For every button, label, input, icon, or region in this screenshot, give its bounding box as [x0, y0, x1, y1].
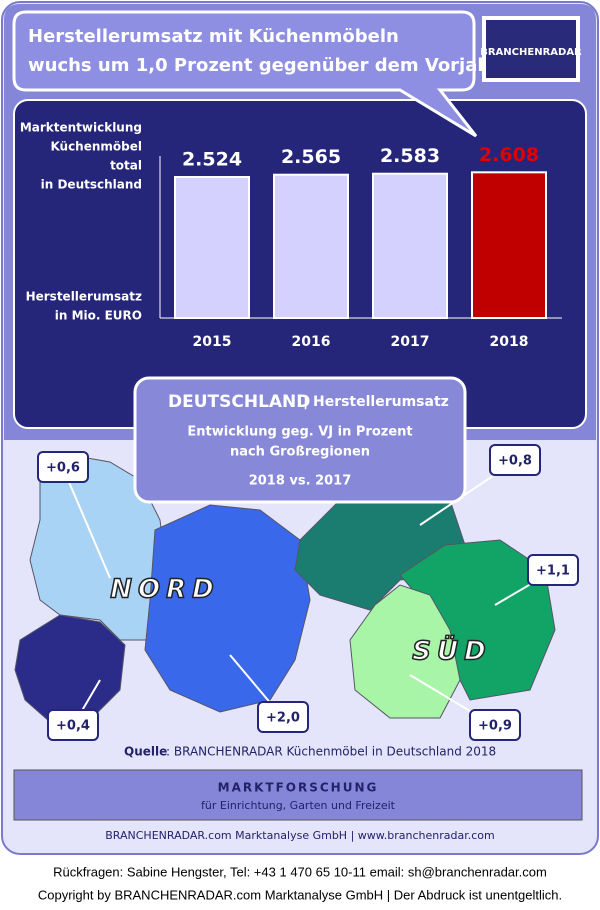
x-tick-label: 2018: [490, 334, 529, 350]
callout-box: [37, 451, 89, 483]
y-axis-label: in Mio. EURO: [55, 309, 142, 323]
map-title-suffix: | Herstellerumsatz: [303, 394, 449, 410]
callout: +0,4: [56, 719, 90, 734]
contact: Copyright by BRANCHENRADAR.com Marktanal…: [38, 887, 562, 902]
footer-title: MARKTFORSCHUNG: [218, 781, 379, 795]
bar: [372, 172, 448, 319]
x-tick-label: 2015: [193, 334, 232, 350]
speech-bubble: [12, 10, 478, 138]
contact: Rückfragen: Sabine Hengster, Tel: +43 1 …: [53, 864, 547, 879]
y-axis-label: total: [110, 159, 142, 173]
y-axis-label: Marktentwicklung: [20, 121, 142, 135]
value-label: 2.524: [182, 149, 242, 171]
bar-chart: Marktentwicklung Küchenmöbel total in Deuts…: [20, 121, 562, 350]
value-label: 2.608: [479, 144, 539, 166]
value-label: 2.565: [281, 146, 341, 168]
callout-line: [62, 467, 111, 579]
headline: Herstellerumsatz mit Küchenmöbeln: [28, 26, 399, 47]
callout: +2,0: [266, 711, 300, 726]
map-nrw: [14, 614, 126, 723]
callout-box: [489, 444, 541, 476]
logo: BRANCHENRADAR: [480, 47, 582, 58]
bar: [471, 171, 547, 319]
y-axis-label: Herstellerumsatz: [26, 290, 142, 304]
footer-box: [13, 769, 583, 821]
value-label: 2.583: [380, 145, 440, 167]
footer-company: BRANCHENRADAR.com Marktanalyse GmbH | ww…: [105, 829, 494, 842]
bar: [273, 173, 349, 319]
region-label: SÜD: [412, 634, 491, 667]
source: : BRANCHENRADAR Küchenmöbel in Deutschla…: [166, 745, 496, 759]
y-axis-label: in Deutschland: [41, 178, 142, 192]
callout: +0,8: [498, 454, 532, 469]
callout-box: [257, 701, 309, 733]
callout-box: [47, 709, 99, 741]
y-axis-label: Küchenmöbel: [50, 140, 142, 154]
source-label: Quelle: [124, 745, 167, 759]
footer-subtitle: für Einrichtung, Garten und Freizeit: [201, 799, 396, 812]
map-title: DEUTSCHLAND: [168, 392, 310, 412]
logo-bg: [486, 20, 576, 78]
x-tick-label: 2016: [292, 334, 331, 350]
headline: wuchs um 1,0 Prozent gegenüber dem Vorja…: [28, 55, 499, 76]
map-east: [144, 504, 311, 713]
callout: +0,6: [46, 461, 80, 476]
callouts: +0,6 +0,4 +2,0 +0,8 +1,1 +0,9: [37, 444, 579, 741]
map-period: 2018 vs. 2017: [249, 474, 352, 489]
callout: +0,9: [478, 719, 512, 734]
callout-box: [527, 554, 579, 586]
region-label: NORD: [110, 575, 219, 605]
map-subtitle: Entwicklung geg. VJ in Prozent: [187, 425, 412, 440]
map-subtitle: nach Großregionen: [230, 445, 370, 460]
callout: +1,1: [536, 564, 570, 579]
callout-box: [469, 709, 521, 741]
region-box: [133, 376, 467, 504]
x-tick-label: 2017: [391, 334, 430, 350]
bar: [174, 176, 250, 319]
